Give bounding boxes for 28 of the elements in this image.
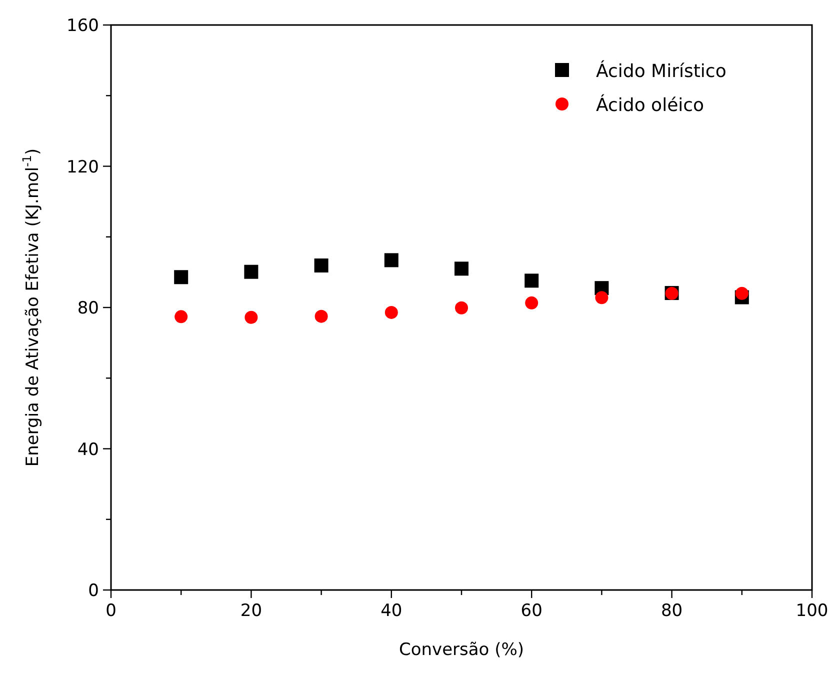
- y-tick-label: 40: [77, 440, 99, 460]
- x-tick-label: 100: [796, 601, 828, 621]
- y-tick-label: 80: [77, 298, 99, 318]
- point: [454, 262, 468, 276]
- x-tick-label: 40: [380, 601, 402, 621]
- legend-label: Ácido oléico: [596, 94, 704, 116]
- point: [455, 301, 468, 314]
- point: [384, 253, 398, 268]
- x-tick-label: 20: [240, 601, 262, 621]
- point: [735, 286, 748, 300]
- x-tick-label: 80: [660, 601, 683, 621]
- x-tick-label: 0: [106, 601, 116, 621]
- point: [595, 291, 608, 304]
- x-tick-label: 60: [520, 601, 542, 621]
- y-tick-label: 120: [66, 157, 99, 178]
- point: [524, 274, 539, 288]
- point: [174, 270, 188, 284]
- point: [314, 258, 328, 272]
- y-tick-label: 0: [88, 581, 99, 601]
- point: [244, 310, 258, 324]
- point: [314, 310, 328, 323]
- point: [174, 310, 188, 324]
- y-tick-label: 160: [66, 16, 99, 36]
- point: [525, 296, 538, 310]
- point: [244, 264, 258, 279]
- point: [384, 306, 398, 319]
- x-axis-title: Conversão (%): [398, 640, 524, 660]
- legend-label: Ácido Mirístico: [596, 60, 726, 82]
